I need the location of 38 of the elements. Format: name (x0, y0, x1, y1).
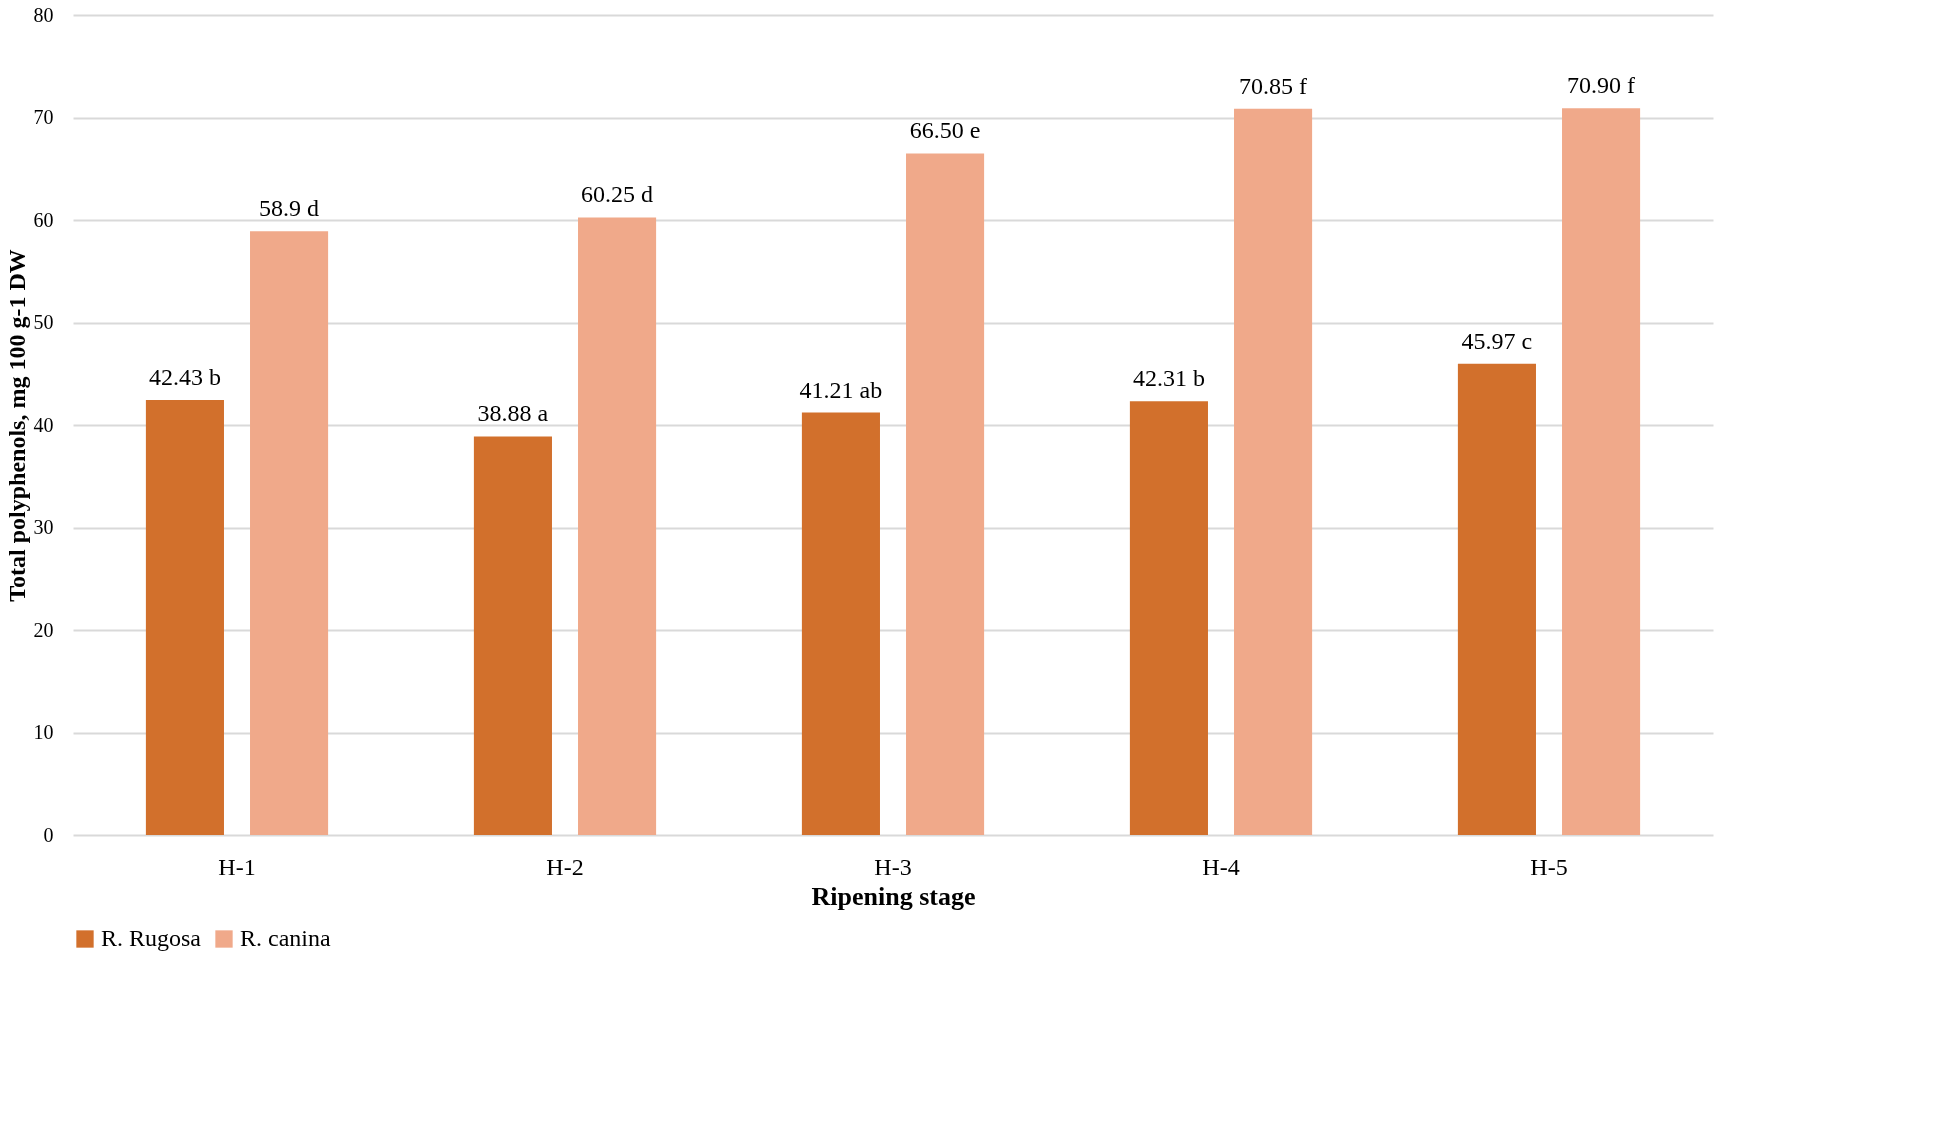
bar (145, 400, 224, 835)
y-tick-label: 10 (33, 721, 54, 743)
y-tick-label: 0 (43, 823, 54, 846)
x-axis-title: Ripening stage (811, 881, 976, 911)
legend-label: R. canina (240, 925, 331, 951)
data-label: 38.88 a (477, 400, 549, 427)
bar (250, 231, 329, 835)
data-label: 66.50 e (909, 117, 981, 144)
bar (1129, 401, 1208, 835)
data-label: 70.90 f (1567, 72, 1636, 99)
data-label: 70.85 f (1239, 72, 1308, 99)
bar (1234, 108, 1313, 835)
bar (906, 153, 985, 835)
y-tick-label: 50 (33, 311, 54, 333)
bar (1457, 363, 1536, 835)
data-label: 42.43 b (148, 364, 221, 391)
data-label: 60.25 d (581, 181, 654, 208)
data-label: 42.31 b (1132, 365, 1205, 392)
y-tick-label: 20 (33, 618, 54, 641)
y-tick-label: 60 (33, 208, 54, 231)
legend-label: R. Rugosa (101, 925, 202, 951)
x-tick-label: H-5 (1530, 853, 1568, 880)
data-label: 45.97 c (1461, 327, 1533, 354)
x-tick-label: H-3 (874, 853, 912, 880)
bar (1562, 108, 1641, 835)
x-tick-label: H-1 (218, 853, 256, 880)
x-tick-label: H-2 (546, 853, 584, 880)
y-tick-label: 70 (33, 106, 54, 128)
y-axis-title: Total polyphenols, mg 100 g-1 DW (3, 249, 30, 602)
y-tick-label: 80 (33, 3, 54, 26)
x-tick-label: H-4 (1202, 853, 1240, 880)
y-tick-label: 30 (33, 516, 54, 538)
bar (801, 412, 880, 835)
data-label: 58.9 d (259, 195, 320, 222)
bar (473, 436, 552, 835)
y-tick-label: 40 (33, 413, 54, 436)
bar (578, 217, 657, 835)
data-label: 41.21 ab (799, 376, 883, 403)
